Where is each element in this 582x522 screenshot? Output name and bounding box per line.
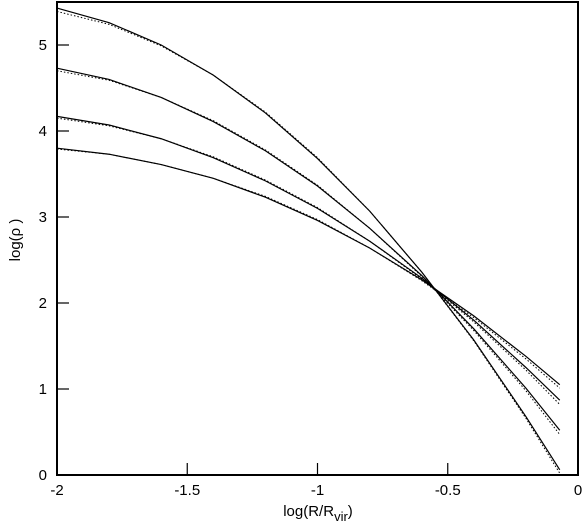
x-axis-label: log(R/Rvir) (283, 503, 353, 522)
series-line (56, 70, 561, 435)
x-tick-label: -1 (311, 482, 324, 499)
y-tick-label: 4 (39, 123, 47, 140)
x-tick-label: 0 (574, 482, 582, 499)
y-tick-label: 2 (39, 295, 47, 312)
series-line (56, 148, 561, 389)
x-tick-label: -0.5 (435, 482, 461, 499)
series-line (56, 7, 561, 471)
y-tick-label: 0 (39, 467, 47, 484)
y-tick-label: 1 (39, 381, 47, 398)
x-label-sub: vir (334, 509, 348, 522)
y-tick-label: 3 (39, 209, 47, 226)
x-label-main: log(R/R (283, 503, 334, 520)
series-line (56, 10, 561, 474)
x-tick-label: -2 (50, 482, 63, 499)
y-tick-label: 5 (39, 37, 47, 54)
plot-frame (56, 1, 579, 476)
series-line (56, 67, 561, 431)
x-label-end: ) (348, 503, 353, 520)
y-axis-label: log(ρ ) (7, 219, 24, 262)
series-line (56, 117, 561, 405)
series-line (56, 147, 561, 386)
x-tick-label: -1.5 (174, 482, 200, 499)
